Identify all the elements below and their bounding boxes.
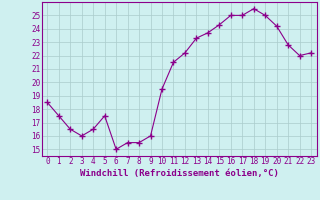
X-axis label: Windchill (Refroidissement éolien,°C): Windchill (Refroidissement éolien,°C) bbox=[80, 169, 279, 178]
